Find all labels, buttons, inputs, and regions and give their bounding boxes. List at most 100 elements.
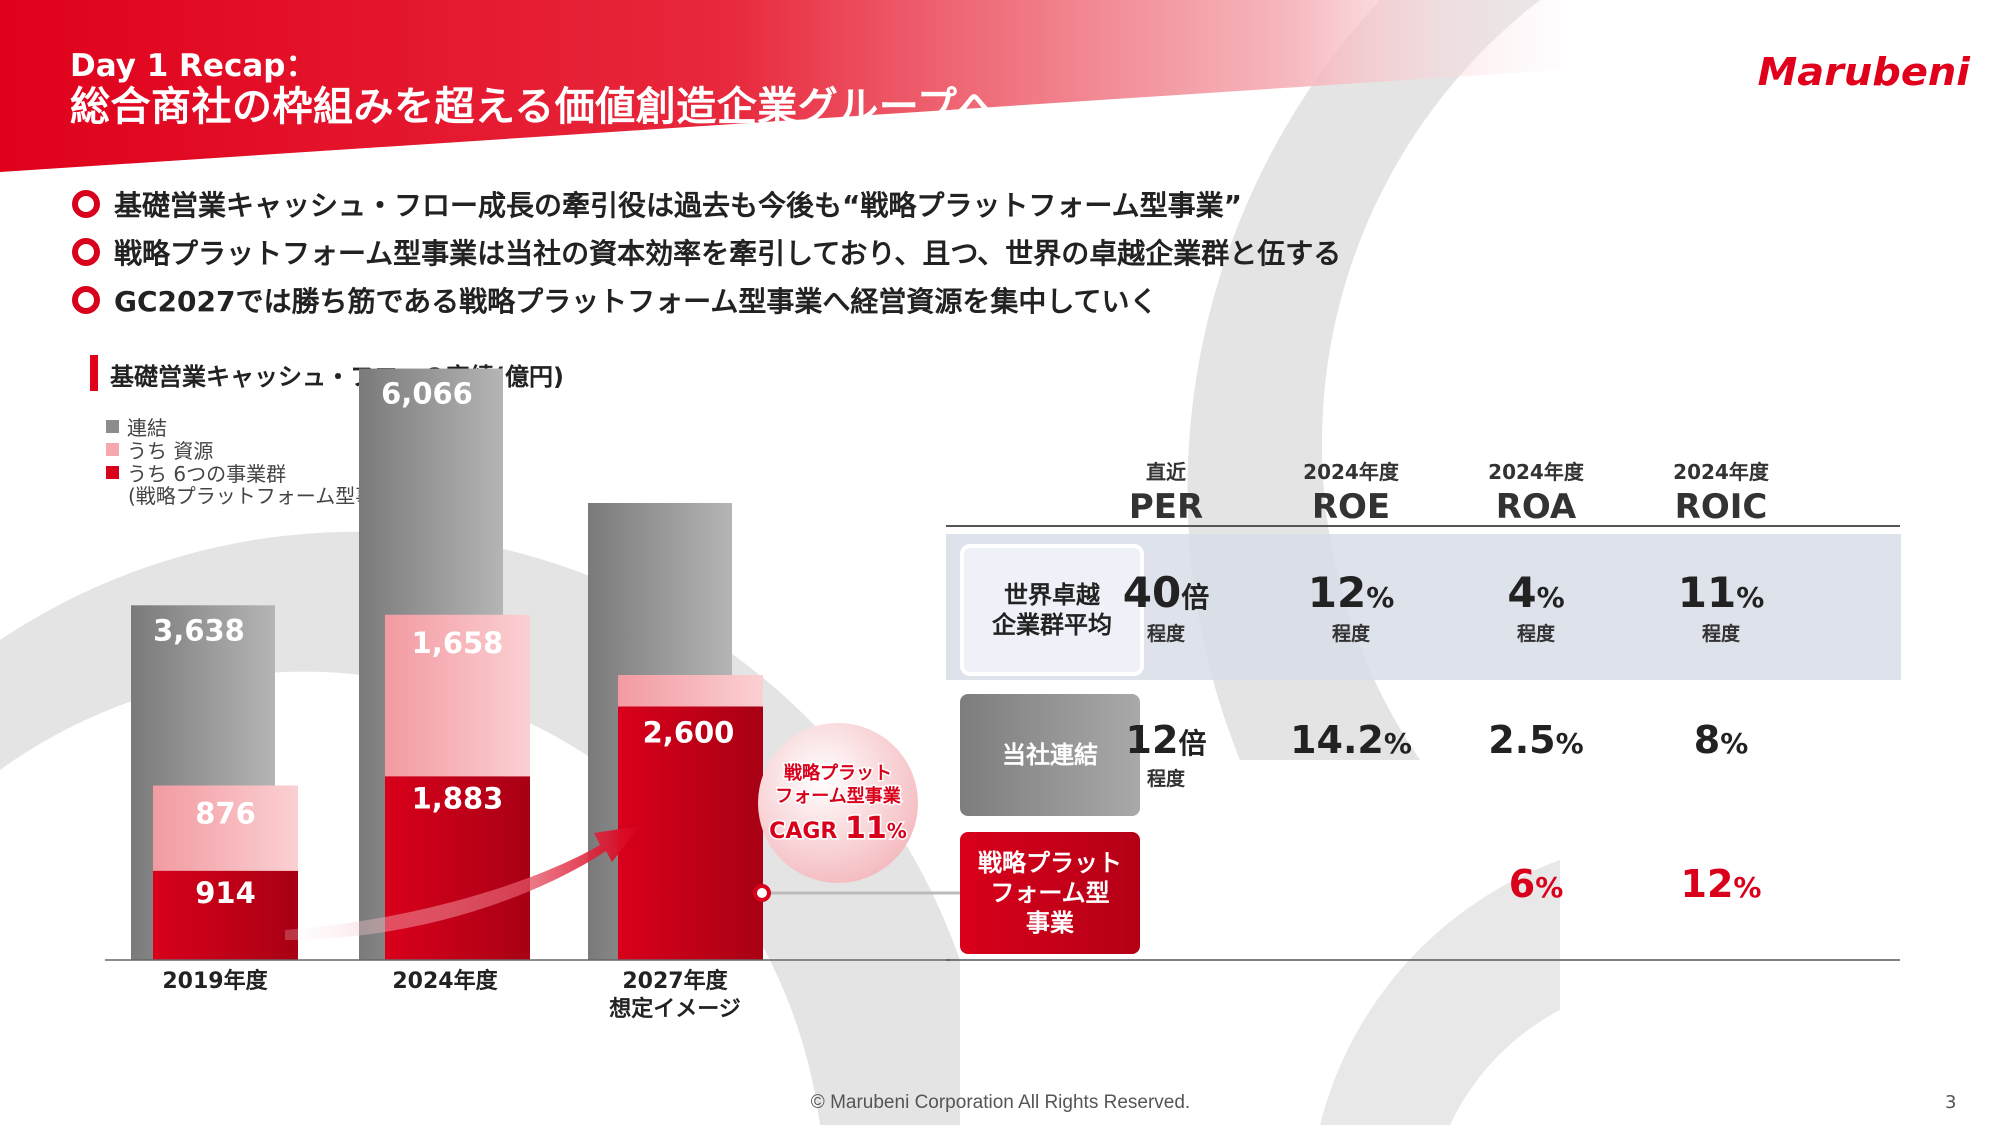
metric-unit: % [1736, 581, 1765, 614]
legend-item: うち 6つの事業群 [106, 458, 286, 487]
metric-cell: 11% 程度 [1636, 568, 1806, 646]
column-header-metric: PER [1128, 487, 1204, 527]
row-label-text: 戦略プラット フォーム型 事業 [978, 848, 1122, 938]
metric-cell: 2.5% [1451, 718, 1621, 762]
metric-unit: % [1535, 871, 1564, 904]
header-title-line2: 総合商社の枠組みを超える価値創造企業グループへ [70, 84, 998, 130]
bar-label-resources: 1,658 [412, 626, 504, 660]
row-label-line: 世界卓越 [1004, 581, 1100, 609]
bullet-ring-icon [72, 190, 100, 218]
metric-unit: % [1720, 727, 1749, 760]
legend-swatch [106, 443, 119, 456]
row-label-line: 事業 [1026, 909, 1074, 937]
header-title-line1: Day 1 Recap： [70, 48, 317, 84]
bar-label-consolidated: 6,066 [381, 377, 473, 411]
metric-unit: 倍 [1178, 727, 1207, 760]
metric-value: 2.5% [1451, 718, 1621, 762]
row-label-text: 世界卓越 企業群平均 [992, 580, 1112, 640]
column-header-period: 直近 [1146, 460, 1186, 484]
metric-value: 4% [1451, 568, 1621, 617]
marubeni-logo: Marubeni [1757, 50, 1970, 94]
column-header: 直近 PER [1081, 456, 1251, 527]
bar-platform [385, 776, 530, 960]
metric-value: 12% [1636, 862, 1806, 906]
metric-number: 40 [1122, 568, 1182, 617]
metric-number: 4 [1507, 568, 1537, 617]
metric-number: 12 [1680, 862, 1734, 906]
metric-cell: 12% [1636, 862, 1806, 906]
row-label-world-leaders: 世界卓越 企業群平均 [962, 546, 1142, 674]
bar-label-consolidated: 3,638 [153, 613, 245, 647]
metric-number: 14.2 [1290, 718, 1384, 762]
legend-item-continued: (戦略プラットフォーム型事業) [128, 480, 403, 509]
column-header-period: 2024年度 [1303, 460, 1399, 484]
legend-item: 連結 [106, 412, 167, 441]
metric-cell: 6% [1451, 862, 1621, 906]
metric-unit: % [1555, 727, 1584, 760]
legend-swatch [106, 466, 119, 479]
bar-platform [618, 706, 763, 960]
metric-note: 程度 [1331, 623, 1370, 645]
metric-value: 6% [1451, 862, 1621, 906]
legend-label: うち 6つの事業群 [127, 462, 287, 486]
metric-value: 14.2% [1266, 718, 1436, 762]
row-label-line: 当社連結 [1002, 741, 1098, 769]
metric-number: 8 [1693, 718, 1721, 762]
bar-label-platform: 1,883 [412, 781, 504, 815]
bullet-ring-icon [72, 238, 100, 266]
row-label-line: フォーム型 [990, 879, 1110, 907]
bullet-item: 戦略プラットフォーム型事業は当社の資本効率を牽引しており、且つ、世界の卓越企業群… [72, 232, 1341, 272]
bar-label-platform: 914 [195, 876, 256, 910]
bar-resources-2027 [618, 675, 763, 707]
cagr-bubble [758, 723, 918, 883]
metric-value: 40倍 [1081, 568, 1251, 617]
bar-label-platform: 2,600 [643, 716, 735, 750]
metric-note: 程度 [1146, 768, 1185, 790]
connector-dot [753, 884, 771, 902]
section-accent-bar [90, 355, 98, 391]
metric-cell: 40倍程度 [1081, 568, 1251, 646]
column-header: 2024年度 ROE [1266, 456, 1436, 527]
bullet-text: 戦略プラットフォーム型事業は当社の資本効率を牽引しており、且つ、世界の卓越企業群… [114, 237, 1342, 270]
bar-resources [153, 785, 298, 871]
metric-number: 2.5 [1488, 718, 1556, 762]
legend-item: うち 資源 [106, 435, 213, 464]
bullet-item: GC2027では勝ち筋である戦略プラットフォーム型事業へ経営資源を集中していく [72, 280, 1158, 320]
x-tick-label: 想定イメージ [609, 996, 741, 1022]
metric-cell: 12倍程度 [1081, 718, 1251, 791]
metric-note: 程度 [1516, 623, 1555, 645]
cagr-bubble-text: 戦略プラット [784, 762, 892, 784]
legend-label: 連結 [127, 416, 167, 440]
legend-label: (戦略プラットフォーム型事業) [128, 484, 404, 508]
metric-number: 11 [1677, 568, 1737, 617]
cagr-bubble-text: フォーム型事業 [775, 785, 901, 807]
bullet-ring-icon [72, 286, 100, 314]
x-tick-label: 2027年度 [622, 968, 728, 994]
row-label-consolidated: 当社連結 [960, 694, 1140, 816]
metric-note: 程度 [1701, 623, 1740, 645]
column-header-period: 2024年度 [1488, 460, 1584, 484]
page-number: 3 [1945, 1092, 1957, 1113]
metric-value: 8% [1636, 718, 1806, 762]
metric-value: 12% [1266, 568, 1436, 617]
metric-value: 12倍 [1081, 718, 1251, 762]
growth-arrow [285, 826, 640, 940]
metric-note: 程度 [1146, 623, 1185, 645]
x-tick-label: 2019年度 [162, 968, 268, 994]
bullet-item: 基礎営業キャッシュ・フロー成長の牽引役は過去も今後も“戦略プラットフォーム型事業… [72, 184, 1242, 224]
column-header-metric: ROA [1495, 487, 1577, 527]
metric-cell: 14.2% [1266, 718, 1436, 762]
row-label-strategic-platform: 戦略プラット フォーム型 事業 [960, 832, 1140, 954]
column-header: 2024年度 ROIC [1636, 456, 1806, 527]
row-label-line: 企業群平均 [992, 611, 1112, 639]
metric-cell: 12% 程度 [1266, 568, 1436, 646]
cash-flow-bar-chart: 3,638 6,066 876 914 1,658 1,883 2,600 2019年度 202… [105, 368, 960, 1022]
metric-cell: 8% [1636, 718, 1806, 762]
row-label-line: 戦略プラット [978, 849, 1122, 877]
bar-resources [385, 614, 530, 777]
metric-unit: % [1366, 581, 1395, 614]
column-header-metric: ROIC [1674, 487, 1768, 527]
cagr-value: CAGR 11% [769, 811, 907, 846]
metric-number: 12 [1125, 718, 1179, 762]
column-header-period: 2024年度 [1673, 460, 1769, 484]
